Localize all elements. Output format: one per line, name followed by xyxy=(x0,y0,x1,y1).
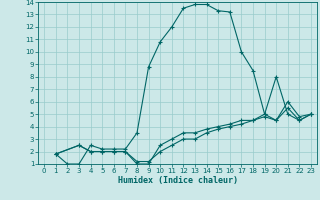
X-axis label: Humidex (Indice chaleur): Humidex (Indice chaleur) xyxy=(118,176,238,185)
